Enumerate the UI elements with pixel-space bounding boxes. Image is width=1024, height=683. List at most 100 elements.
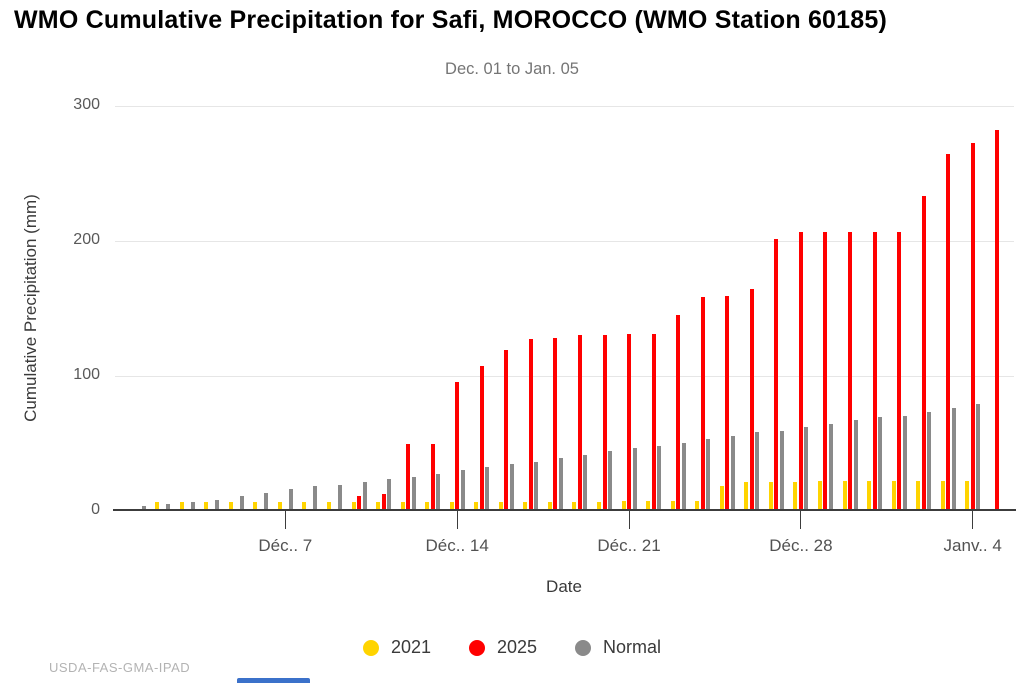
bar-2025-dec-22 [651,333,656,509]
bar-normal-dec-26 [755,432,760,510]
bar-2021-dec-14 [449,502,454,510]
legend-label: 2025 [496,637,538,657]
legend-label: Normal [603,637,662,657]
bar-2025-dec-16 [504,349,509,509]
chart-subtitle: Dec. 01 to Jan. 05 [445,60,579,78]
bar-2021-dec-28 [793,482,798,509]
bar-2025-jan-1 [897,232,902,510]
bar-normal-dec-13 [436,473,441,509]
bar-2021-dec-15 [474,502,479,510]
bar-2021-jan-1 [891,480,896,509]
bar-2021-dec-21 [621,500,626,509]
bar-2021-dec-26 [744,482,749,509]
legend-dot-2021 [362,639,379,656]
y-axis-title: Cumulative Precipitation (mm) [21,194,40,422]
bar-normal-dec-3 [190,502,195,510]
bar-2021-dec-24 [695,500,700,509]
legend-label: 2021 [390,637,431,657]
bar-2025-dec-29 [823,232,828,510]
x-tick-label: Déc.. 21 [597,536,661,555]
legend-item-normal[interactable]: Normal [575,637,661,658]
bar-2021-dec-2 [155,502,160,510]
bar-2025-dec-17 [528,338,533,509]
bar-2025-dec-21 [627,333,631,509]
x-axis-title: Date [546,577,582,596]
bar-2021-dec-25 [719,486,724,510]
bar-2025-dec-28 [798,232,803,510]
bottom-scrollbar-fragment[interactable] [237,678,310,683]
x-tick-mark [284,511,286,529]
gridline-300 [115,106,1014,107]
bar-normal-dec-7 [288,488,293,510]
legend-item-2025[interactable]: 2025 [468,637,538,658]
y-tick-label-200: 200 [73,231,100,248]
bar-2025-dec-12 [406,444,411,509]
bar-normal-jan-2 [927,411,932,509]
bar-normal-dec-22 [657,445,662,510]
bar-normal-dec-15 [485,467,490,509]
bar-normal-dec-19 [583,455,588,509]
bar-2025-dec-25 [725,295,730,509]
bar-normal-dec-12 [411,476,416,509]
bar-normal-dec-17 [534,461,539,510]
bar-2021-dec-3 [179,502,184,510]
bar-normal-dec-8 [313,486,318,510]
bar-2025-dec-24 [700,297,705,509]
bar-2021-dec-19 [572,502,577,510]
bar-normal-dec-29 [828,423,833,509]
bar-2025-dec-20 [602,334,607,510]
bar-2025-jan-5 [995,129,1000,509]
bar-2021-dec-16 [498,502,503,510]
bar-2021-dec-20 [597,502,601,510]
bar-2025-dec-15 [479,365,484,509]
x-tick-label: Déc.. 7 [258,536,313,555]
bar-2025-dec-23 [676,314,681,509]
x-tick-label: Janv.. 4 [943,536,1002,555]
bar-2025-dec-10 [357,495,361,509]
bar-2021-dec-31 [867,480,871,509]
bar-2021-dec-29 [817,480,822,509]
bar-2025-dec-18 [553,337,558,509]
bar-2025-jan-2 [921,195,926,509]
bar-2021-dec-9 [326,502,331,510]
bar-2021-dec-12 [400,502,405,510]
bar-2021-dec-11 [376,502,380,510]
bar-normal-dec-5 [239,495,244,509]
bar-normal-dec-10 [362,482,367,509]
bar-2021-dec-30 [842,480,847,509]
legend-item-2021[interactable]: 2021 [362,637,431,658]
bar-normal-jan-1 [902,415,907,510]
bar-normal-dec-21 [632,448,637,510]
bar-normal-dec-4 [215,499,220,510]
bar-normal-dec-9 [337,484,342,509]
bar-normal-dec-31 [878,417,882,509]
x-tick-mark [628,511,630,529]
bar-2021-dec-22 [646,500,651,509]
bar-2025-dec-11 [381,494,386,509]
bar-normal-dec-30 [853,419,858,509]
bar-2025-dec-31 [872,232,877,510]
gridline-200 [115,241,1014,242]
bar-normal-dec-2 [166,503,171,509]
x-tick-mark [972,511,974,529]
bar-2025-dec-30 [848,232,852,510]
bar-normal-jan-4 [976,403,981,509]
bar-2021-dec-6 [253,502,258,510]
bar-normal-dec-6 [264,492,269,509]
bar-normal-dec-20 [608,450,612,509]
legend-dot-2025 [468,639,485,656]
x-tick-label: Déc.. 14 [425,536,489,555]
bar-2021-dec-8 [302,502,307,510]
bar-2021-jan-3 [940,480,945,509]
x-tick-mark [800,511,802,529]
footer-attribution: USDA-FAS-GMA-IPAD [49,660,191,675]
x-tick-mark [456,511,458,529]
bar-2021-dec-27 [768,482,773,509]
bar-2025-dec-19 [577,334,582,510]
bar-normal-dec-25 [730,436,735,509]
bar-2025-jan-4 [970,143,975,509]
gridline-100 [115,376,1014,377]
bar-normal-dec-11 [387,479,391,509]
bar-2021-dec-23 [670,500,675,509]
